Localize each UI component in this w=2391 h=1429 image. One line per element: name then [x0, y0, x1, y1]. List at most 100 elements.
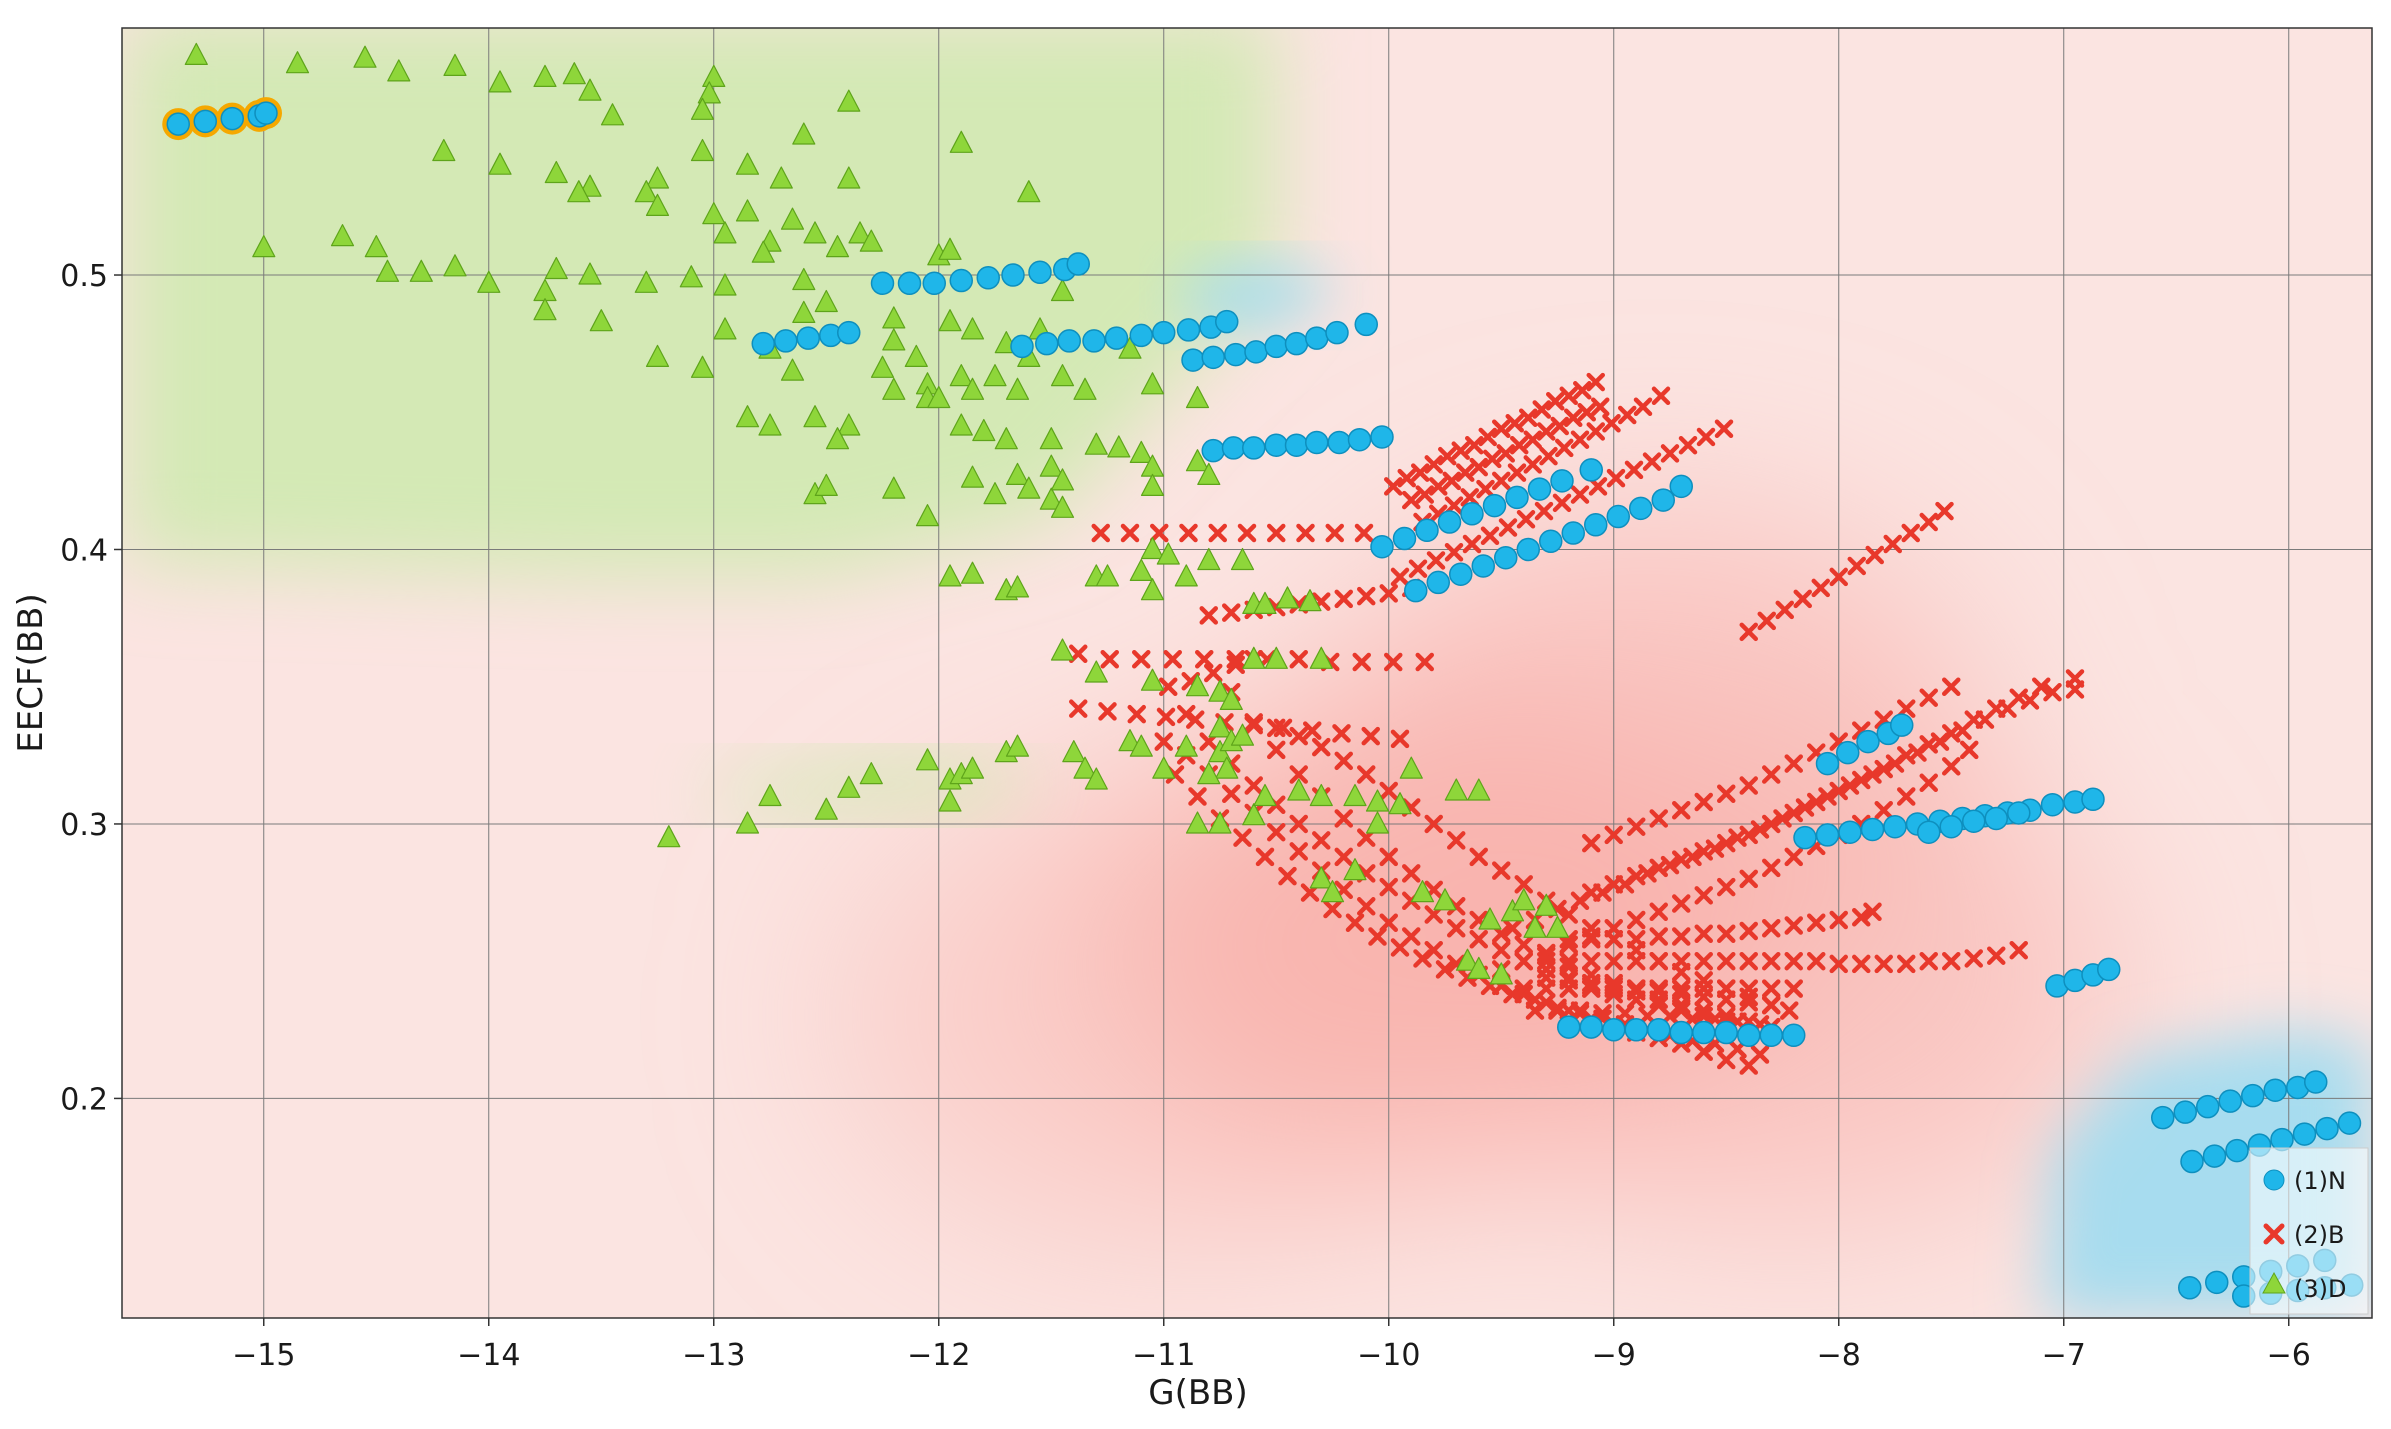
point-b: [1559, 935, 1578, 954]
point-b: [1505, 413, 1524, 433]
point-n: [1325, 320, 1349, 345]
point-b: [1514, 935, 1533, 954]
point-d: [645, 166, 670, 189]
point-d: [960, 756, 985, 779]
point-d: [184, 42, 208, 66]
point-n: [2151, 1105, 2175, 1130]
point-b: [1577, 403, 1596, 422]
point-b: [1523, 455, 1542, 474]
point-d: [1197, 462, 1221, 485]
point-b: [1604, 951, 1623, 971]
point-b: [1863, 902, 1882, 922]
point-d: [1050, 468, 1075, 491]
point-d: [1050, 495, 1075, 518]
point-b: [1649, 902, 1668, 922]
point-n: [1284, 433, 1309, 457]
point-d: [1298, 588, 1322, 612]
point-d: [697, 81, 721, 104]
point-b: [1312, 831, 1331, 850]
point-b: [1964, 710, 1983, 729]
point-b: [1602, 413, 1621, 433]
point-d: [1095, 564, 1120, 587]
point-b: [1296, 523, 1315, 543]
point-d: [1039, 454, 1063, 477]
point-d: [1208, 715, 1232, 738]
point-b: [1582, 951, 1601, 971]
point-b: [1775, 600, 1794, 620]
point-b: [1546, 392, 1565, 411]
point-d: [960, 377, 985, 400]
point-d: [589, 309, 613, 332]
point-b: [1537, 422, 1556, 441]
point-n: [1215, 309, 1239, 334]
point-d: [1084, 660, 1108, 683]
point-b: [1332, 724, 1351, 743]
point-b: [1987, 699, 2006, 718]
point-b: [1226, 650, 1245, 669]
point-n: [1714, 1020, 1738, 1045]
point-b: [1361, 726, 1380, 746]
point-n: [2315, 1116, 2339, 1141]
point-b: [1739, 921, 1758, 941]
point-n: [1782, 1023, 1806, 1048]
point-d: [1523, 915, 1547, 938]
point-d: [814, 797, 838, 820]
point-b: [2009, 940, 2028, 960]
point-b: [1426, 551, 1446, 570]
point-d: [1512, 888, 1536, 911]
point-b: [1390, 729, 1410, 749]
point-d: [1185, 674, 1210, 697]
point-d: [1489, 962, 1513, 985]
point-b: [1469, 847, 1488, 867]
y-tick-label: 0.2: [60, 1082, 108, 1117]
point-n: [1561, 521, 1585, 545]
point-b: [1694, 987, 1713, 1007]
point-d: [803, 405, 827, 428]
point-b: [1694, 792, 1713, 812]
point-b: [1415, 652, 1434, 672]
point-n: [1104, 326, 1129, 350]
point-n: [1505, 485, 1529, 510]
point-n: [1836, 740, 1860, 765]
point-d: [443, 53, 467, 77]
point-b: [1091, 523, 1110, 543]
point-b: [1633, 397, 1653, 417]
point-b: [1757, 611, 1776, 631]
point-d: [1534, 893, 1558, 916]
point-d: [1050, 364, 1075, 387]
point-d: [1242, 646, 1266, 669]
plot-frame: [121, 27, 2373, 1319]
point-d: [960, 561, 985, 584]
point-d: [1017, 180, 1041, 203]
point-d: [702, 64, 726, 88]
point-n: [166, 112, 190, 136]
point-b: [1550, 416, 1569, 436]
x-tick-label: −6: [2267, 1338, 2311, 1373]
point-b: [1942, 757, 1961, 776]
point-b: [1694, 842, 1713, 861]
point-n: [2178, 1276, 2202, 1300]
point-b: [1672, 984, 1691, 1004]
point-b: [1384, 477, 1403, 496]
point-b: [1390, 938, 1410, 957]
point-d: [1264, 646, 1288, 669]
point-b: [1762, 858, 1781, 878]
point-b: [1784, 754, 1803, 773]
point-d: [375, 259, 400, 282]
point-b: [1795, 798, 1815, 817]
point-n: [220, 106, 244, 131]
point-d: [825, 427, 850, 450]
point-n: [976, 266, 1000, 290]
point-d: [972, 418, 996, 442]
point-n: [1579, 458, 1603, 482]
point-n: [2205, 1270, 2229, 1295]
point-n: [1883, 814, 1907, 839]
point-b: [1451, 441, 1470, 460]
series-n: [166, 101, 2364, 1308]
point-d: [837, 89, 861, 112]
point-d: [1320, 879, 1345, 903]
point-d: [488, 152, 512, 175]
point-b: [1739, 951, 1758, 971]
point-d: [1174, 564, 1198, 587]
point-b: [1483, 449, 1502, 469]
